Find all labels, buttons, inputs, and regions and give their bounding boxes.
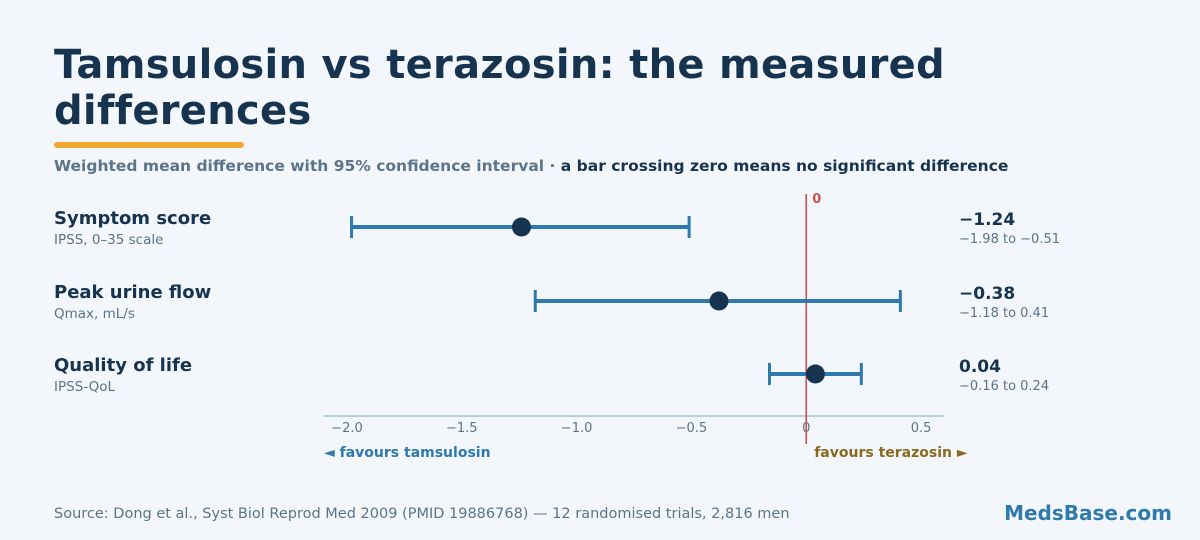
x-tick-label: −2.0 <box>331 421 363 436</box>
subtitle-note: a bar crossing zero means no significant… <box>560 157 1009 175</box>
favours-left-label: ◄ favours tamsulosin <box>324 445 491 461</box>
point-estimate <box>709 291 729 311</box>
row-label: Peak urine flow <box>54 282 211 303</box>
estimate-value: −0.38 <box>959 284 1015 304</box>
subtitle-method: Weighted mean difference with 95% confid… <box>54 157 561 175</box>
favours-right-label: favours terazosin ► <box>814 445 968 461</box>
row-label: Quality of life <box>54 355 192 376</box>
row-label: Symptom score <box>54 208 211 229</box>
ci-range: −0.16 to 0.24 <box>959 379 1049 394</box>
point-estimate <box>805 364 825 384</box>
point-estimate <box>511 217 531 237</box>
zero-line-label: 0 <box>812 192 821 207</box>
brand-logo[interactable]: MedsBase.com <box>1004 501 1172 525</box>
estimate-value: −1.24 <box>959 210 1015 230</box>
x-tick-label: −0.5 <box>676 421 708 436</box>
source-note: Source: Dong et al., Syst Biol Reprod Me… <box>54 506 790 522</box>
title-accent-bar <box>54 142 244 148</box>
page-title: Tamsulosin vs terazosin: the measured di… <box>54 42 945 134</box>
chart-subtitle: Weighted mean difference with 95% confid… <box>54 157 1008 175</box>
ci-range: −1.98 to −0.51 <box>959 232 1060 247</box>
x-tick-label: 0.5 <box>911 421 932 436</box>
row-sublabel: Qmax, mL/s <box>54 306 135 322</box>
x-tick-label: −1.0 <box>561 421 593 436</box>
x-tick-label: −1.5 <box>446 421 478 436</box>
row-sublabel: IPSS-QoL <box>54 379 116 395</box>
estimate-value: 0.04 <box>959 357 1001 377</box>
ci-range: −1.18 to 0.41 <box>959 306 1049 321</box>
row-sublabel: IPSS, 0–35 scale <box>54 232 163 248</box>
